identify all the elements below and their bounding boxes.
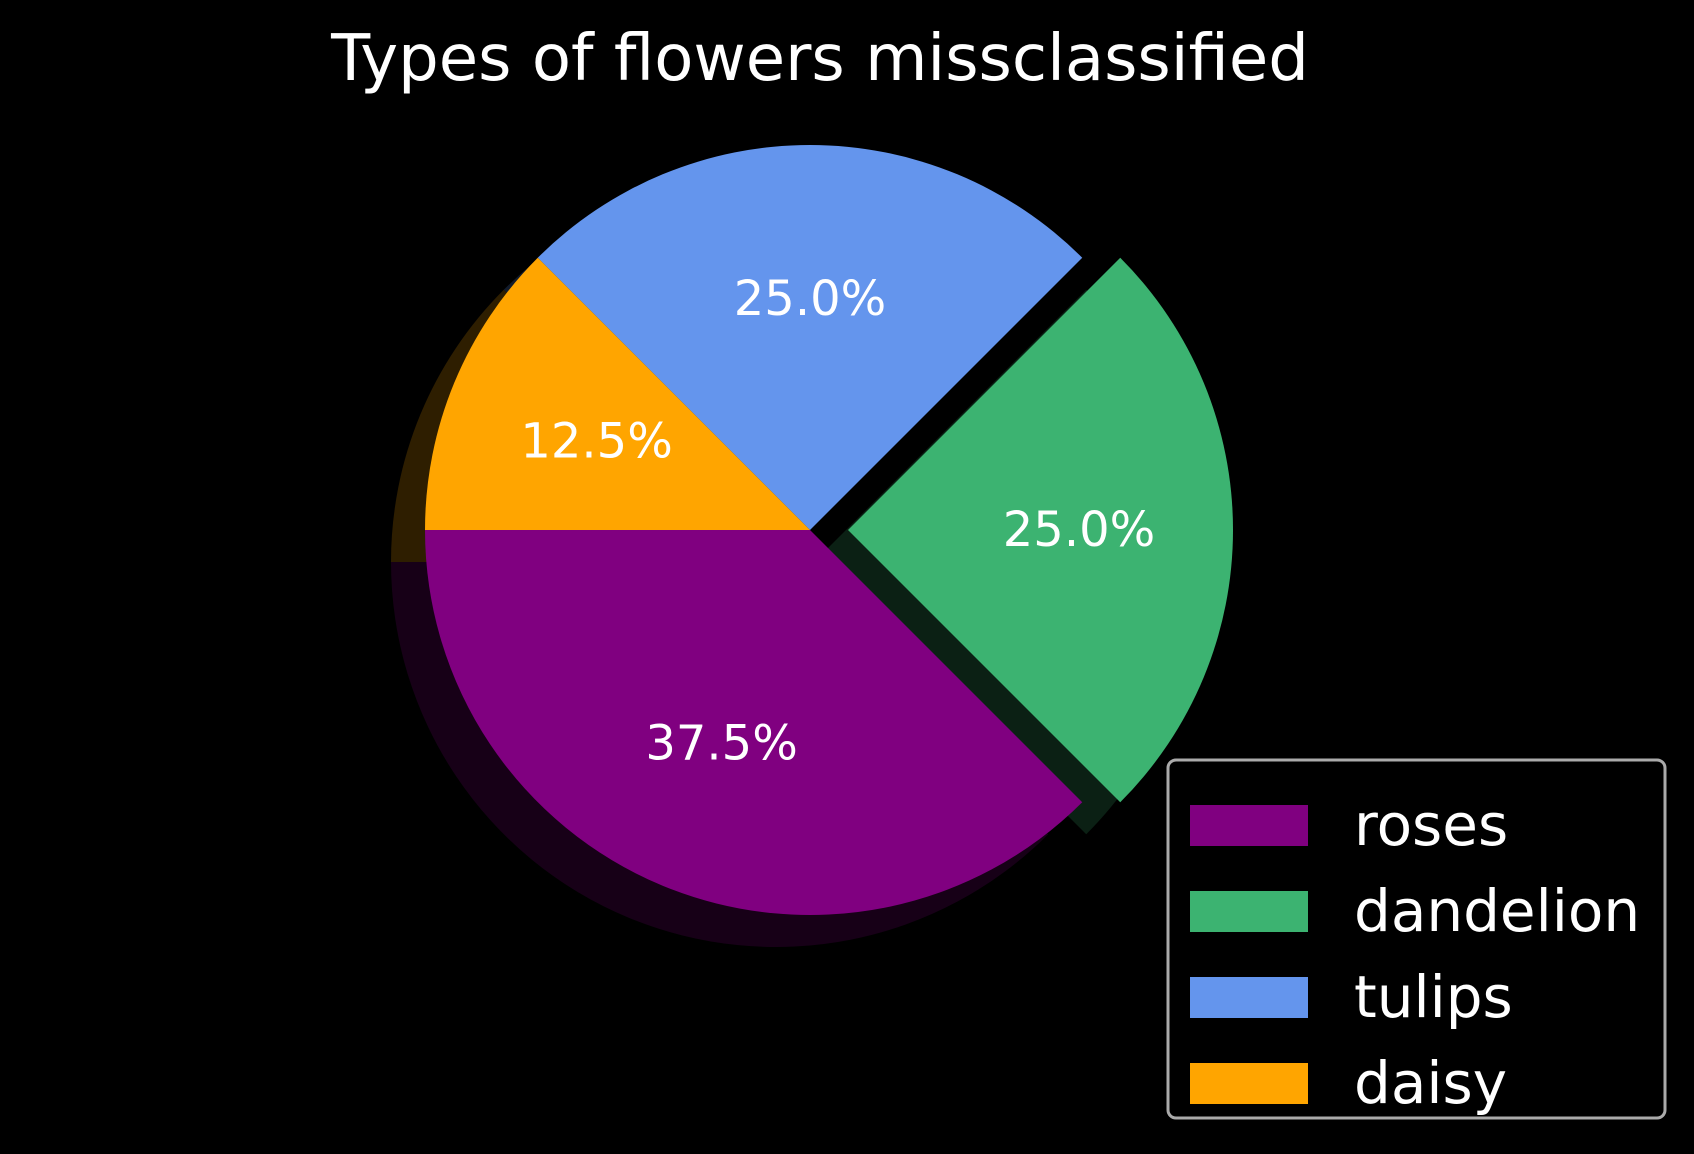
legend-label-daisy: daisy <box>1354 1049 1507 1117</box>
slice-dandelion <box>848 257 1234 803</box>
legend-label-tulips: tulips <box>1354 963 1513 1031</box>
legend: roses dandelion tulips daisy <box>1166 758 1667 1120</box>
legend-swatch-tulips <box>1190 977 1308 1018</box>
legend-box <box>1166 758 1667 1120</box>
legend-swatch-daisy <box>1190 1063 1308 1104</box>
legend-swatch-roses <box>1190 805 1308 846</box>
slice-label-roses: 37.5% <box>645 715 797 771</box>
legend-label-dandelion: dandelion <box>1354 877 1640 945</box>
slice-tulips <box>537 144 1083 530</box>
chart-title: Types of flowers missclassified <box>330 22 1309 96</box>
legend-swatch-dandelion <box>1190 891 1308 932</box>
slice-daisy <box>425 257 810 530</box>
slice-roses <box>424 530 1083 916</box>
slice-label-dandelion: 25.0% <box>1003 502 1155 558</box>
legend-label-roses: roses <box>1354 791 1508 859</box>
slice-labels: 37.5% 25.0% 25.0% 12.5% <box>520 271 1155 771</box>
slices <box>424 144 1234 916</box>
slice-label-daisy: 12.5% <box>520 414 672 470</box>
slice-label-tulips: 25.0% <box>734 271 886 327</box>
